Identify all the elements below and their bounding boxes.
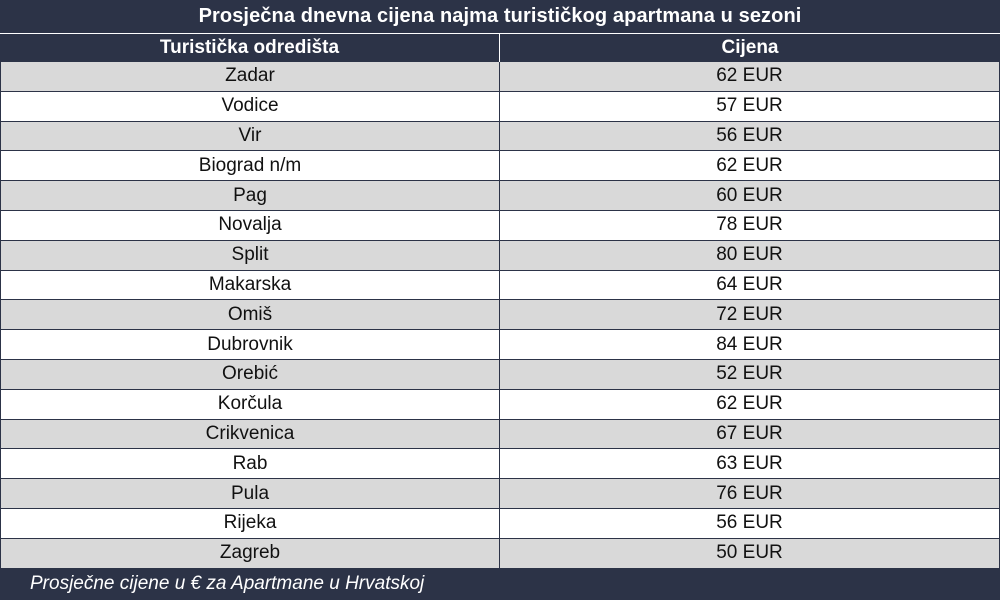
cell-price: 56 EUR — [500, 508, 1000, 538]
cell-destination: Rijeka — [0, 508, 500, 538]
cell-price: 84 EUR — [500, 330, 1000, 359]
cell-destination: Zagreb — [0, 538, 500, 568]
table-row: Vir 56 EUR — [0, 121, 1000, 152]
cell-price: 64 EUR — [500, 270, 1000, 300]
table-row: Rab 63 EUR — [0, 449, 1000, 480]
cell-price: 57 EUR — [500, 91, 1000, 121]
cell-destination: Vodice — [0, 91, 500, 121]
column-header-destination: Turistička odredišta — [0, 34, 500, 62]
table-row: Korčula 62 EUR — [0, 389, 1000, 420]
cell-price: 62 EUR — [500, 62, 1000, 91]
table-row: Makarska 64 EUR — [0, 270, 1000, 301]
table-row: Novalja 78 EUR — [0, 210, 1000, 241]
cell-price: 60 EUR — [500, 181, 1000, 210]
cell-destination: Omiš — [0, 300, 500, 330]
cell-destination: Split — [0, 240, 500, 270]
table-row: Crikvenica 67 EUR — [0, 419, 1000, 450]
cell-price: 80 EUR — [500, 240, 1000, 270]
column-header-price: Cijena — [721, 37, 779, 58]
table-row: Biograd n/m 62 EUR — [0, 151, 1000, 182]
table-row: Orebić 52 EUR — [0, 359, 1000, 390]
table-row: Pag 60 EUR — [0, 181, 1000, 211]
cell-price: 52 EUR — [500, 359, 1000, 389]
table-title: Prosječna dnevna cijena najma turističko… — [0, 0, 1000, 34]
cell-destination: Zadar — [0, 62, 500, 91]
table-header: Turistička odredišta Cijena — [0, 34, 1000, 62]
cell-price: 67 EUR — [500, 419, 1000, 449]
cell-destination: Pula — [0, 479, 500, 508]
table-footer-note: Prosječne cijene u € za Apartmane u Hrva… — [0, 568, 1000, 600]
cell-destination: Novalja — [0, 210, 500, 240]
table-row: Vodice 57 EUR — [0, 91, 1000, 122]
cell-destination: Korčula — [0, 389, 500, 419]
cell-destination: Crikvenica — [0, 419, 500, 449]
table-row: Zadar 62 EUR — [0, 62, 1000, 92]
cell-destination: Dubrovnik — [0, 330, 500, 359]
cell-price: 62 EUR — [500, 389, 1000, 419]
cell-destination: Vir — [0, 121, 500, 151]
cell-destination: Makarska — [0, 270, 500, 300]
cell-destination: Rab — [0, 449, 500, 479]
table-row: Dubrovnik 84 EUR — [0, 330, 1000, 360]
cell-price: 50 EUR — [500, 538, 1000, 568]
cell-price: 56 EUR — [500, 121, 1000, 151]
cell-price: 76 EUR — [500, 479, 1000, 508]
cell-destination: Pag — [0, 181, 500, 210]
table-row: Pula 76 EUR — [0, 479, 1000, 509]
cell-price: 72 EUR — [500, 300, 1000, 330]
table-body: Zadar 62 EUR Vodice 57 EUR Vir 56 EUR Biograd … — [0, 62, 1000, 569]
table-row: Rijeka 56 EUR — [0, 508, 1000, 539]
cell-price: 63 EUR — [500, 449, 1000, 479]
cell-price: 62 EUR — [500, 151, 1000, 181]
cell-destination: Biograd n/m — [0, 151, 500, 181]
cell-destination: Orebić — [0, 359, 500, 389]
table-row: Split 80 EUR — [0, 240, 1000, 271]
cell-price: 78 EUR — [500, 210, 1000, 240]
table-row: Zagreb 50 EUR — [0, 538, 1000, 569]
table-row: Omiš 72 EUR — [0, 300, 1000, 331]
